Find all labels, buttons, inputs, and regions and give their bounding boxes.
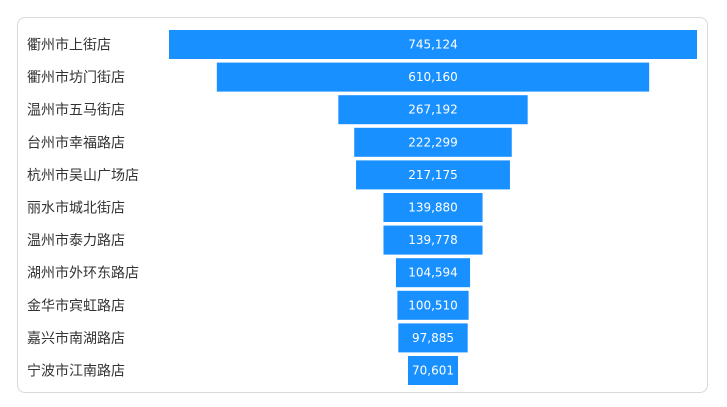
funnel-bar[interactable]	[216, 62, 650, 92]
value-label: 610,160	[408, 70, 458, 84]
funnel-bar[interactable]	[398, 323, 468, 353]
value-label: 70,601	[412, 364, 454, 378]
category-label: 湖州市外环东路店	[27, 265, 139, 282]
category-label: 宁波市江南路店	[27, 363, 125, 380]
category-label: 温州市五马街店	[27, 102, 125, 119]
value-label: 222,299	[408, 135, 458, 149]
funnel-bar[interactable]	[395, 258, 471, 288]
category-label: 温州市泰力路店	[27, 232, 125, 249]
value-label: 139,880	[408, 201, 458, 215]
category-label: 衢州市坊门街店	[27, 69, 125, 86]
category-label: 嘉兴市南湖路店	[27, 330, 125, 347]
funnel-bar[interactable]	[383, 225, 483, 255]
funnel-bar[interactable]	[356, 160, 510, 190]
category-label: 衢州市上街店	[27, 37, 111, 54]
category-label: 丽水市城北街店	[27, 200, 125, 217]
value-label: 139,778	[408, 233, 458, 247]
value-label: 745,124	[408, 38, 458, 52]
funnel-bar[interactable]	[407, 356, 459, 385]
value-label: 104,594	[408, 266, 458, 280]
funnel-bar[interactable]	[383, 193, 483, 222]
funnel-bar[interactable]	[397, 290, 469, 320]
funnel-bar[interactable]	[354, 127, 512, 157]
category-label: 杭州市吴山广场店	[27, 167, 139, 184]
funnel-bar[interactable]	[338, 95, 528, 125]
value-label: 217,175	[408, 168, 458, 182]
funnel-bar[interactable]	[169, 30, 697, 59]
value-label: 267,192	[408, 103, 458, 117]
value-label: 97,885	[412, 331, 454, 345]
category-label: 台州市幸福路店	[27, 134, 125, 151]
category-label: 金华市宾虹路店	[27, 297, 125, 314]
value-label: 100,510	[408, 298, 458, 312]
